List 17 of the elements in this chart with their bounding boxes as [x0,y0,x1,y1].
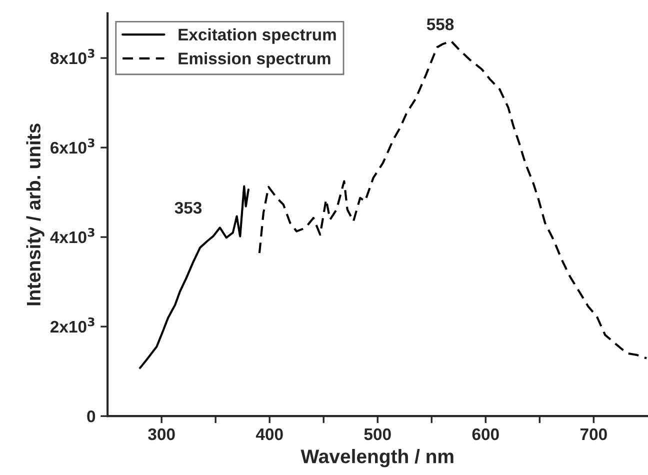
x-tick-label: 300 [148,428,175,440]
x-tick-label: 500 [364,428,391,440]
x-tick-label: 400 [256,428,283,440]
x-tick-label: 600 [472,428,499,440]
y-tick-label: 8x10$^{3}$ [50,48,94,64]
y-tick-label: 6x10$^{3}$ [50,138,94,154]
annotation: 558 [426,18,454,30]
legend-label: Excitation spectrum [178,28,336,44]
y-tick-label: 0 [87,410,96,422]
x-tick-label: 700 [580,428,607,440]
line-series [138,185,250,370]
annotation: 353 [174,202,202,214]
y-tick-label: 2x10$^{3}$ [50,317,94,333]
x-axis-title: Wavelength / nm [300,449,454,468]
y-axis-title: Intensity / arb. units [26,124,44,306]
y-tick-label: 4x10$^{3}$ [50,228,94,244]
legend-label: Emission spectrum [178,52,330,68]
